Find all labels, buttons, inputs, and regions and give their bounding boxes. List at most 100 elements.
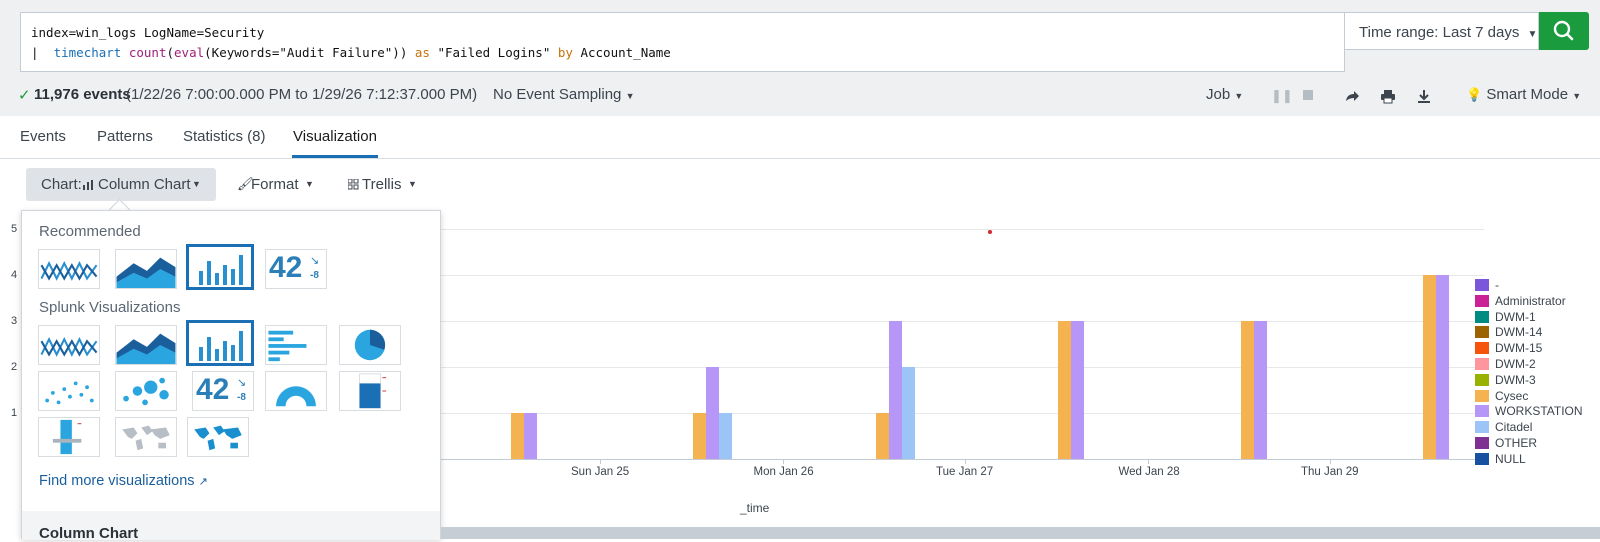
query-paren: ( [166,45,175,60]
legend-item[interactable]: NULL [1475,452,1526,466]
viz-bar-chart-option[interactable] [265,325,327,365]
legend-swatch [1475,437,1489,449]
tab-statistics[interactable]: Statistics (8) [183,128,266,145]
viz-scatter-chart-option[interactable] [38,371,100,411]
legend-item[interactable]: DWM-14 [1475,325,1543,340]
legend-item[interactable]: DWM-15 [1475,341,1543,356]
bubble-chart-icon [123,377,169,406]
bar-workstation-thu-jan-29[interactable] [1436,275,1449,459]
column-chart-icon [199,255,243,285]
bar-cysec-thu-jan-29[interactable] [1423,275,1436,459]
active-tab-indicator [292,155,378,158]
single-value-number: 42 [196,373,230,406]
marker-dot [988,230,992,234]
bar-workstation-sat-jan-24[interactable] [523,413,537,459]
lightbulb-icon: 💡 [1466,87,1483,102]
y-tick-label: 2 [11,361,18,373]
legend-item[interactable]: - [1475,278,1499,292]
legend-label: DWM-3 [1495,372,1536,387]
bar-workstation-tue-jan-27[interactable] [1071,321,1084,459]
caret-down-icon: ▼ [1572,91,1582,101]
pause-icon[interactable]: ❚❚ [1271,88,1293,103]
x-axis-line [30,459,1484,460]
search-button[interactable] [1539,12,1589,50]
trellis-grid-icon [348,179,359,190]
legend-label: DWM-2 [1495,357,1536,371]
x-tick-label: Mon Jan 26 [753,466,814,478]
bar-citadel-mon-jan-26[interactable] [901,367,915,459]
world-map-icon [194,425,242,451]
bar-cysec-sat-jan-24[interactable] [510,413,524,459]
y-tick-label: 1 [11,407,18,419]
legend-item[interactable]: Cysec [1475,389,1528,403]
job-menu[interactable]: Job ▼ [1206,86,1243,103]
viz-area-chart-option[interactable] [115,325,177,365]
share-icon[interactable] [1344,89,1360,103]
viz-bubble-chart-option[interactable] [115,371,177,411]
legend-item[interactable]: OTHER [1475,436,1537,450]
event-sampling-dropdown[interactable]: No Event Sampling ▼ [493,86,635,103]
single-value-number: 42 [269,251,303,284]
download-icon[interactable] [1416,88,1432,104]
print-icon[interactable] [1380,88,1396,104]
viz-radial-gauge-option[interactable] [265,371,327,411]
chart-type-button[interactable]: Chart: Column Chart ▼ [26,168,216,201]
viz-line-chart-option[interactable] [38,249,100,289]
viz-filler-gauge-option[interactable] [339,371,401,411]
viz-marker-gauge-option[interactable] [38,417,100,457]
find-more-visualizations-link[interactable]: Find more visualizations ↗ [39,473,208,489]
viz-line-chart-option[interactable] [38,325,100,365]
legend-item[interactable]: WORKSTATION [1475,404,1583,418]
legend-item[interactable]: DWM-1 [1475,310,1536,324]
stop-icon[interactable] [1303,85,1313,104]
legend-swatch [1475,358,1489,370]
legend-item[interactable]: Administrator [1475,294,1566,308]
tab-visualization[interactable]: Visualization [293,128,377,145]
time-range-label: Time range: Last 7 days [1359,24,1520,41]
single-value-delta: -8 [310,270,319,281]
job-label: Job [1206,86,1231,103]
viz-cluster-map-option[interactable] [187,417,249,457]
bar-citadel-sun-jan-25[interactable] [719,413,732,459]
legend-label: DWM-14 [1495,325,1543,340]
legend-item[interactable]: DWM-2 [1475,357,1536,371]
time-range-picker[interactable]: Time range: Last 7 days ▼ [1345,12,1539,50]
caret-down-icon: ▼ [1234,91,1244,101]
viz-single-value-option[interactable]: 42 ↘ -8 [192,371,254,411]
bar-cysec-tue-jan-27[interactable] [1058,321,1071,459]
legend-label: DWM-15 [1495,341,1543,356]
y-tick-label: 5 [11,223,18,235]
bar-cysec-mon-jan-26[interactable] [875,413,889,459]
legend-item[interactable]: Citadel [1475,420,1532,434]
viz-column-chart-option[interactable] [187,245,253,289]
area-chart-icon [116,257,176,288]
arrow-down-right-icon: ↘ [237,377,247,389]
find-more-label: Find more visualizations [39,473,195,489]
query-pipe: | [31,45,39,60]
brush-icon: 🖌 [237,176,254,191]
viz-pie-chart-option[interactable] [339,325,401,365]
bar-cysec-sun-jan-25[interactable] [693,413,706,459]
search-mode-dropdown[interactable]: 💡 Smart Mode ▼ [1466,86,1581,103]
gridline [30,321,1484,322]
query-as-keyword: as [414,45,430,60]
tab-events[interactable]: Events [20,128,66,145]
tab-patterns[interactable]: Patterns [97,128,153,145]
search-input[interactable]: index=win_logs LogName=Security | timech… [20,12,1345,72]
bar-workstation-mon-jan-26[interactable] [888,321,902,459]
line-chart-icon [40,260,98,281]
bar-workstation-wed-jan-28[interactable] [1253,321,1267,459]
bar-cysec-wed-jan-28[interactable] [1240,321,1254,459]
query-line-1: index=win_logs LogName=Security [31,25,265,40]
legend-item[interactable]: DWM-3 [1475,372,1536,387]
gauge-icon [276,386,316,407]
x-tick-mark [965,459,966,464]
viz-choropleth-map-option[interactable] [115,417,177,457]
viz-area-chart-option[interactable] [115,249,177,289]
y-tick-label: 3 [11,315,18,327]
x-axis-title: _time [740,501,770,515]
viz-column-chart-option[interactable] [187,321,253,365]
legend-swatch [1475,421,1489,434]
bar-workstation-sun-jan-25[interactable] [706,367,719,459]
viz-single-value-option[interactable]: 42 ↘ -8 [265,249,327,289]
